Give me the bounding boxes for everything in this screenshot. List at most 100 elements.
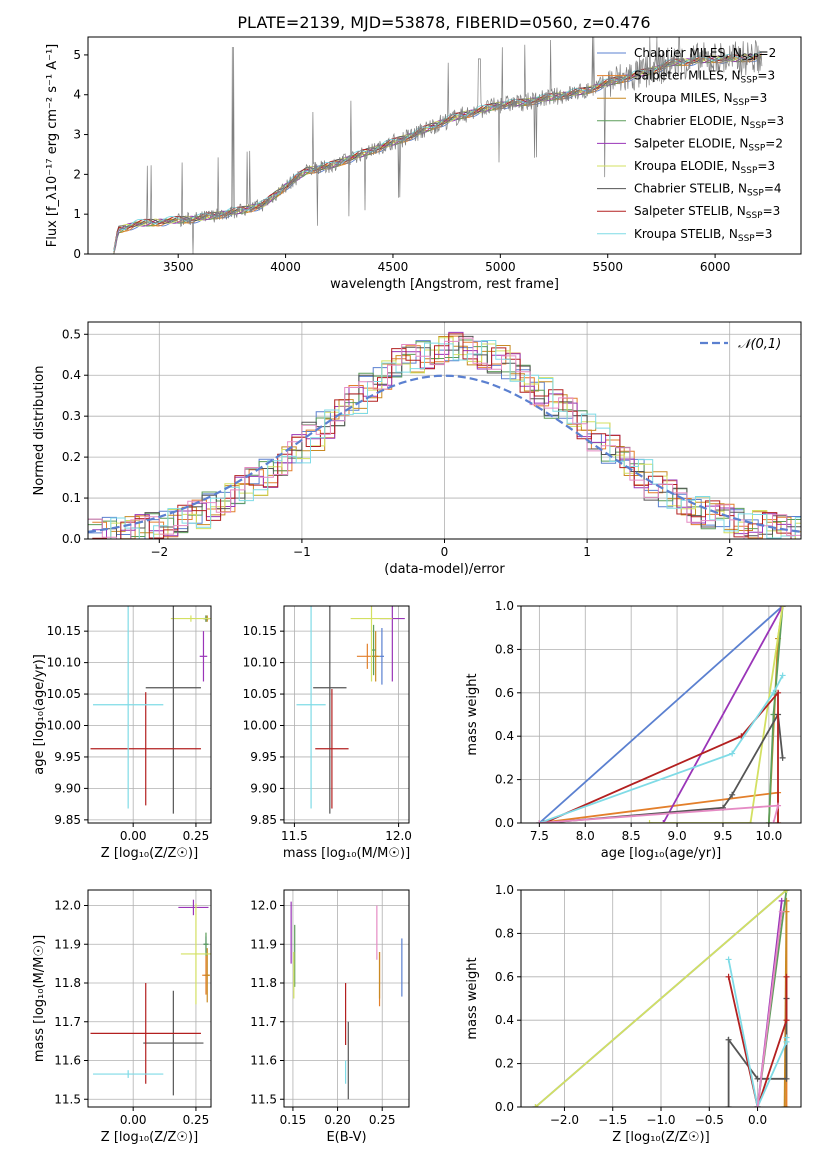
mass-weight-marker	[783, 1075, 790, 1082]
axes-frame	[87, 36, 802, 255]
mass-weight-series	[534, 890, 788, 1107]
mass-weight-marker	[725, 1104, 732, 1107]
panel-mass-vs-z: 0.00 0.25 11.5 11.6 11.7 11.8 11.9 12.0 Z [log₁₀…	[32, 889, 212, 1145]
mass-weight-marker	[778, 897, 785, 904]
mass-weight-marker	[729, 791, 736, 798]
mass-weight-marker	[775, 820, 782, 823]
legend-label: Kroupa STELIB, NSSP=3	[634, 227, 772, 244]
y-tick-label: 11.5	[54, 1092, 81, 1106]
axes-frame	[283, 605, 410, 824]
y-axis-label: Normed distribution	[32, 366, 47, 496]
y-tick-label: 0.0	[495, 1100, 514, 1114]
plot-area	[290, 901, 403, 1100]
x-tick-label: −1.5	[598, 1113, 627, 1127]
x-tick-label: 11.5	[281, 829, 308, 843]
mass-weight-series	[727, 976, 788, 1107]
axes-frame	[87, 321, 802, 540]
x-axis-label: (data-model)/error	[384, 562, 505, 577]
plots-layer: 3500 4000 4500 5000 5500 6000 0 1 2 3 4 5 wavelength…	[32, 36, 802, 1145]
mass-weight-marker	[536, 820, 543, 823]
x-tick-label: 0.25	[183, 1113, 210, 1127]
plot-area	[296, 606, 405, 814]
spectrum-model-line	[113, 54, 762, 254]
mass-weight-marker	[725, 973, 732, 980]
legend-count: =4	[764, 182, 782, 196]
y-tick-label: 11.6	[250, 1054, 277, 1068]
spectrum-model-line	[113, 53, 762, 251]
legend-subscript: SSP	[747, 189, 764, 199]
legend-label: Kroupa MILES, NSSP=3	[634, 91, 767, 108]
y-tick-label: 10.10	[243, 656, 277, 670]
x-tick-label: 2	[726, 545, 734, 559]
y-tick-label: 9.90	[54, 781, 81, 795]
y-tick-label: 10.05	[243, 687, 277, 701]
mass-weight-marker	[779, 754, 786, 761]
spectrum-model-line	[113, 57, 762, 254]
x-tick-label: 0.0	[748, 1113, 767, 1127]
y-tick-label: 10.15	[47, 624, 81, 638]
panel-residuals: −2 −1 0 1 2 0.0 0.1 0.2 0.3 0.4 0.5 (data-model)/er…	[32, 321, 802, 577]
mass-weight-marker	[775, 802, 782, 809]
legend-label: Chabrier STELIB, NSSP=4	[634, 182, 782, 199]
mass-weight-marker	[781, 1104, 788, 1107]
residual-histogram-series	[88, 337, 801, 539]
legend-label: Chabrier MILES, NSSP=2	[634, 46, 776, 63]
y-tick-label: 0.8	[495, 926, 514, 940]
x-tick-label: 0.25	[369, 1113, 396, 1127]
legend-name: Chabrier ELODIE, N	[634, 114, 750, 128]
mass-weight-marker	[729, 750, 736, 757]
y-tick-label: 3	[73, 128, 81, 142]
legend-name: Kroupa MILES, N	[634, 91, 733, 105]
mass-weight-marker	[783, 890, 790, 893]
legend-name: Kroupa STELIB, N	[634, 227, 738, 241]
mass-weight-marker	[783, 1034, 790, 1041]
mass-weight-series	[756, 911, 783, 1107]
legend-name: Salpeter ELODIE, N	[634, 136, 748, 150]
y-tick-label: 0.6	[495, 686, 514, 700]
spectrum-data-line	[113, 37, 763, 254]
y-tick-label: 11.9	[54, 937, 81, 951]
x-tick-label: 9.0	[668, 829, 687, 843]
x-tick-label: 1	[583, 545, 591, 559]
panel-spectrum: 3500 4000 4500 5000 5500 6000 0 1 2 3 4 5 wavelength…	[45, 36, 802, 292]
legend-subscript: SSP	[741, 76, 758, 86]
mass-weight-marker	[754, 1075, 761, 1082]
panel-mass-vs-ebv: 0.15 0.20 0.25 11.5 11.6 11.7 11.8 11.9 12.0 E(B-…	[250, 889, 410, 1145]
y-tick-label: 10.00	[243, 719, 277, 733]
y-tick-label: 0.6	[495, 970, 514, 984]
x-axis-label: mass [log₁₀(M/M☉)]	[283, 846, 410, 861]
legend-name: Salpeter STELIB, N	[634, 204, 746, 218]
legend-count: =3	[763, 204, 781, 218]
figure-title: PLATE=2139, MJD=53878, FIBERID=0560, z=0…	[237, 13, 650, 32]
mass-weight-series	[783, 900, 788, 1107]
plot-area	[532, 890, 790, 1107]
mass-weight-marker	[783, 1104, 790, 1107]
y-tick-label: 0.8	[495, 642, 514, 656]
mass-weight-series	[539, 674, 784, 823]
y-tick-label: 0.5	[62, 327, 81, 341]
y-tick-label: 10.00	[47, 719, 81, 733]
mass-weight-marker	[778, 908, 785, 915]
x-tick-label: 0.25	[183, 829, 210, 843]
legend-count: =3	[757, 159, 775, 173]
mass-weight-marker	[660, 820, 667, 823]
x-tick-label: 0.15	[280, 1113, 307, 1127]
x-tick-label: 5000	[485, 260, 516, 274]
residual-histogram-series	[96, 336, 801, 539]
legend-label: 𝒩(0,1)	[738, 337, 781, 352]
mass-weight-marker	[725, 1036, 732, 1043]
residual-histogram-series	[92, 331, 801, 539]
y-tick-label: 0.4	[495, 1013, 514, 1027]
residual-histogram-series	[92, 333, 801, 539]
legend-count: =3	[757, 69, 775, 83]
x-tick-label: −1.0	[646, 1113, 675, 1127]
x-axis-label: age [log₁₀(age/yr)]	[601, 846, 722, 861]
mass-weight-marker	[754, 1104, 761, 1107]
mass-weight-series	[538, 606, 784, 823]
axes-frame	[520, 889, 802, 1108]
y-tick-label: 0.2	[495, 773, 514, 787]
y-tick-label: 0.2	[62, 450, 81, 464]
x-tick-label: 5500	[592, 260, 623, 274]
